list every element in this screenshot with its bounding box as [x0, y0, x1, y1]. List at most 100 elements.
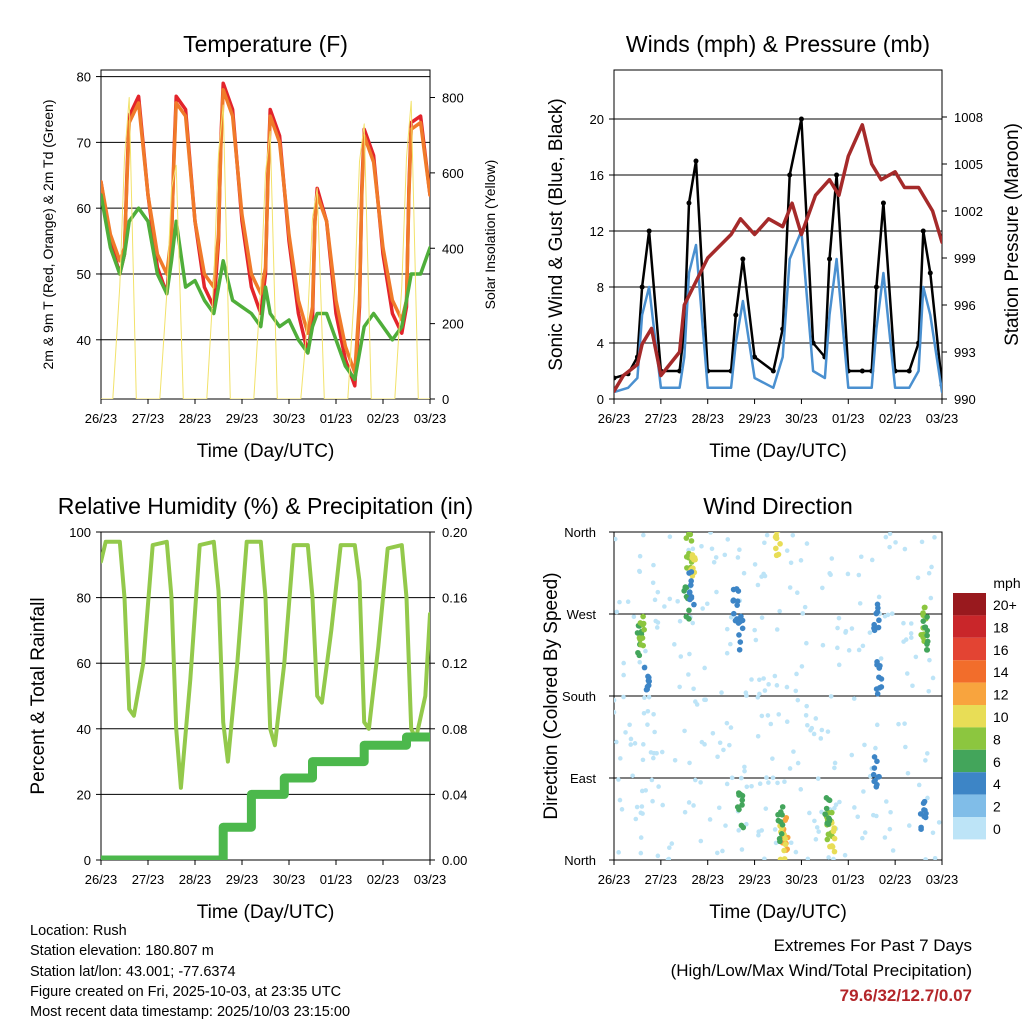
temperature-ylabel: 2m & 9m T (Red, Orange) & 2m Td (Green) — [40, 100, 56, 370]
wind-direction-point — [691, 554, 698, 561]
wind-direction-point — [807, 810, 812, 816]
wind-direction-point — [779, 822, 786, 828]
wind-direction-point — [904, 671, 910, 676]
wind-direction-point — [617, 599, 622, 605]
wind-direction-point — [687, 651, 692, 657]
wind-direction-point — [635, 649, 641, 656]
humidity-y2tick-label: 0.20 — [442, 525, 467, 540]
wind-direction-point — [920, 618, 927, 624]
wind-direction-ytick-label: North — [564, 853, 596, 868]
wind-direction-point — [651, 711, 656, 717]
wind-direction-point — [687, 532, 694, 538]
wind-direction-point — [710, 731, 716, 736]
wind-direction-point — [686, 616, 692, 622]
wind-direction-point — [818, 736, 824, 741]
wind-direction-point — [918, 824, 924, 831]
wind-direction-point — [640, 620, 647, 627]
temperature-y2tick-label: 400 — [442, 241, 464, 256]
wind-direction-point — [860, 835, 865, 841]
wind-direction-point — [832, 765, 837, 771]
wind-direction-point — [728, 725, 734, 730]
wind-direction-point — [677, 684, 682, 690]
wind-direction-point — [787, 766, 793, 771]
wind-direction-point — [688, 578, 694, 584]
wind-direction-point — [693, 777, 698, 783]
wind-direction-point — [837, 799, 842, 805]
wind-direction-xtick-label: 02/23 — [879, 872, 912, 887]
wind-direction-point — [630, 773, 635, 779]
wind-direction-point — [646, 694, 652, 700]
wind-direction-point — [862, 742, 867, 748]
wind-direction-legend-label: 12 — [993, 687, 1009, 703]
wind-direction-point — [667, 596, 673, 602]
wind-direction-point — [804, 640, 809, 646]
wind-direction-point — [688, 538, 695, 544]
temperature-title: Temperature (F) — [183, 31, 348, 57]
winds-gust-point — [740, 256, 746, 262]
wind-direction-series-group — [614, 532, 942, 860]
wind-direction-point — [762, 540, 767, 546]
wind-direction-point — [777, 856, 784, 860]
wind-direction-point — [926, 570, 932, 576]
wind-direction-point — [699, 543, 704, 549]
wind-direction-point — [829, 844, 836, 850]
temperature-xtick-label: 30/23 — [273, 411, 306, 426]
wind-direction-point — [752, 627, 757, 633]
wind-direction-point — [736, 792, 742, 798]
wind-direction-point — [774, 683, 780, 688]
wind-direction-point — [799, 664, 805, 669]
winds-ytick-label: 0 — [597, 392, 604, 407]
winds-chart — [609, 69, 947, 404]
wind-direction-point — [919, 539, 925, 545]
wind-direction-point — [702, 742, 707, 747]
wind-direction-point — [871, 765, 878, 771]
wind-direction-point — [932, 856, 938, 860]
wind-direction-point — [681, 588, 687, 594]
wind-direction-point — [921, 807, 927, 813]
winds-gust-point — [686, 200, 692, 206]
wind-direction-point — [675, 599, 680, 604]
wind-direction-point — [882, 835, 888, 840]
wind-direction-legend-label: 8 — [993, 731, 1001, 747]
wind-direction-point — [826, 816, 833, 823]
wind-direction-legend-label: 2 — [993, 799, 1001, 815]
wind-direction-point — [702, 665, 707, 671]
wind-direction-point — [722, 552, 728, 558]
wind-direction-point — [724, 781, 730, 787]
wind-direction-point — [776, 712, 782, 717]
temperature-xtick-label: 02/23 — [367, 411, 400, 426]
wind-direction-point — [678, 654, 684, 659]
wind-direction-point — [871, 627, 878, 634]
winds-y2tick-label: 1005 — [954, 157, 983, 172]
wind-direction-point — [878, 676, 885, 682]
winds-ytick-label: 12 — [590, 224, 604, 239]
wind-direction-point — [887, 532, 893, 537]
wind-direction-point — [784, 548, 790, 553]
wind-direction-point — [775, 551, 782, 558]
temperature-xlabel: Time (Day/UTC) — [197, 441, 335, 462]
wind-direction-point — [877, 662, 883, 669]
wind-direction-point — [887, 544, 892, 550]
wind-direction-point — [885, 612, 891, 618]
wind-direction-legend-title: mph — [993, 575, 1020, 591]
wind-direction-point — [623, 730, 628, 735]
temperature-xtick-label: 29/23 — [226, 411, 259, 426]
wind-direction-point — [812, 818, 817, 824]
wind-direction-point — [763, 806, 769, 811]
winds-gust-point — [880, 200, 886, 206]
wind-direction-xtick-label: 27/23 — [645, 872, 678, 887]
wind-direction-point — [823, 805, 830, 812]
winds-gust-point — [752, 354, 758, 360]
wind-direction-point — [808, 728, 813, 733]
wind-direction-point — [924, 641, 930, 647]
wind-direction-point — [778, 831, 785, 837]
wind-direction-point — [638, 850, 644, 856]
winds-xtick-label: 29/23 — [738, 411, 771, 426]
wind-direction-legend-label: 18 — [993, 619, 1009, 635]
temperature-xtick-label: 26/23 — [85, 411, 118, 426]
wind-direction-point — [925, 795, 930, 801]
temperature-series-group — [101, 81, 430, 399]
wind-direction-point — [727, 742, 732, 748]
winds-ytick-label: 4 — [597, 336, 604, 351]
